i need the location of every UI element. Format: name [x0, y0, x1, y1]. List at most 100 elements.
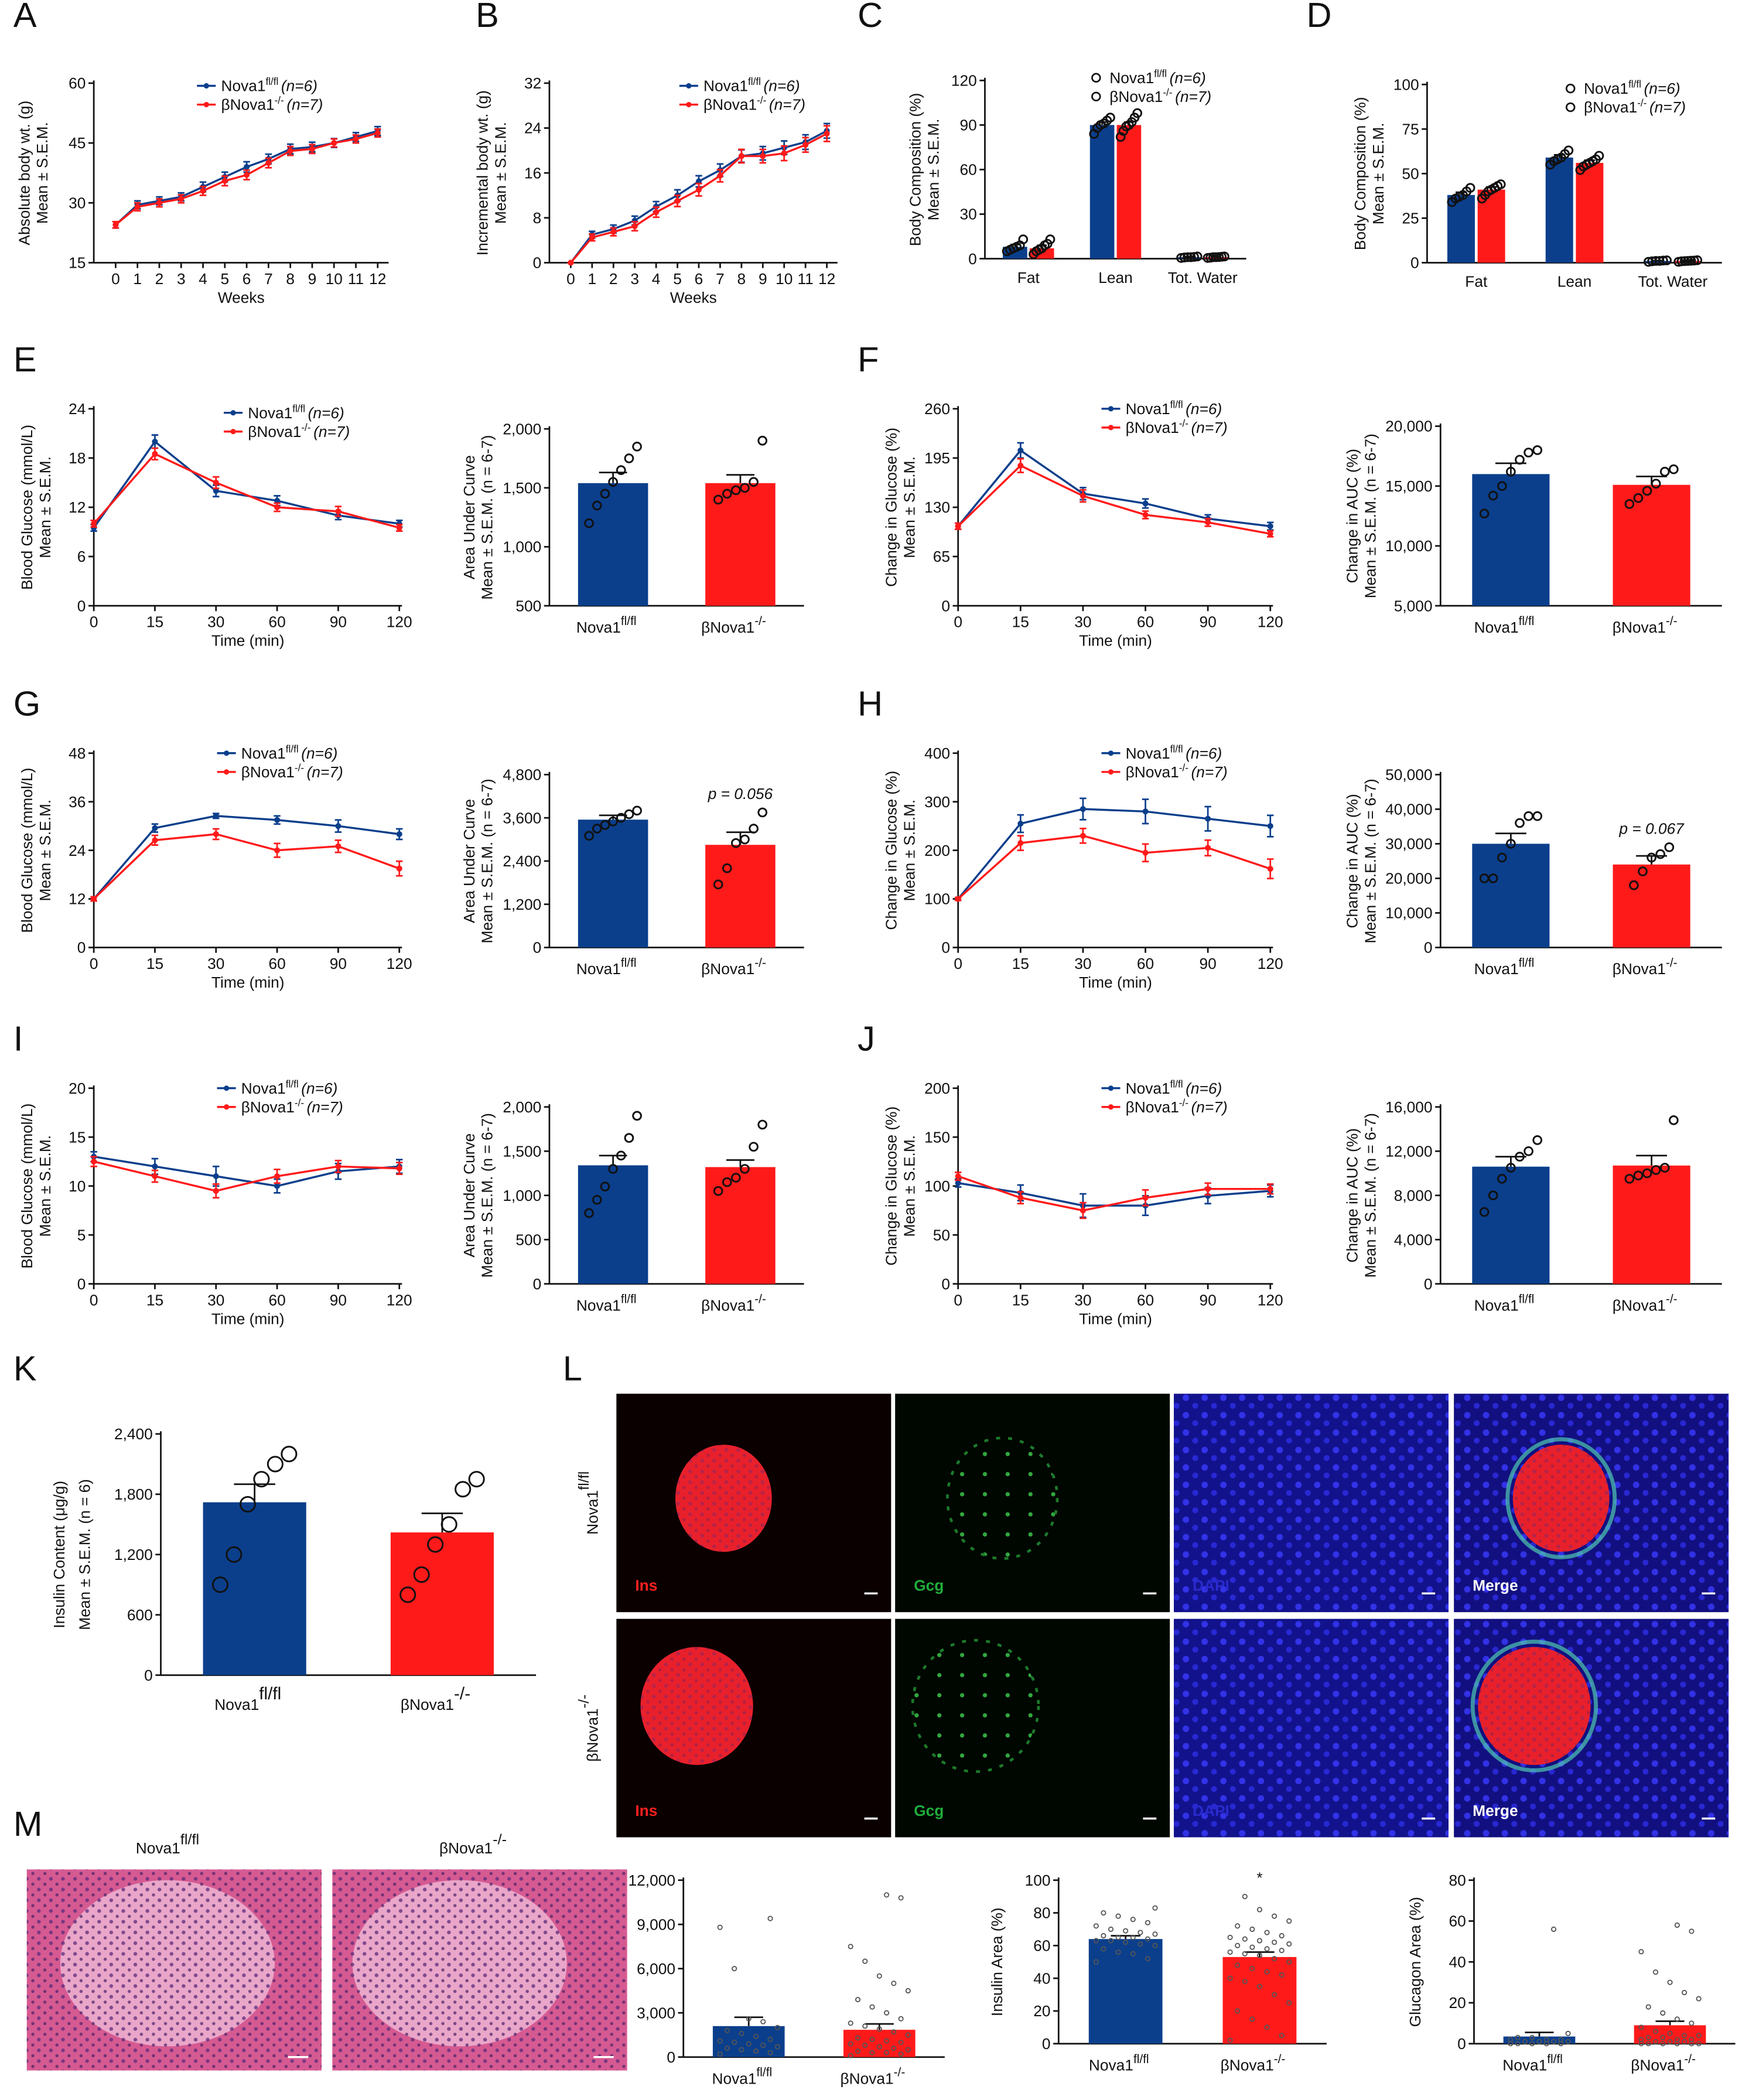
x-tick-label-sup: fl/fl — [259, 1684, 281, 1703]
y-tick-label: 80 — [1033, 1904, 1050, 1922]
x-tick-label-sup: -/- — [1666, 614, 1678, 628]
legend-swatch — [230, 429, 236, 435]
data-point — [891, 1981, 897, 1986]
data-point — [353, 136, 359, 142]
data-point — [1529, 2041, 1535, 2047]
legend-label-sup: fl/fl — [1628, 79, 1641, 90]
data-point — [1497, 481, 1507, 491]
data-point — [1696, 2041, 1702, 2047]
y-tick-label: 50 — [933, 1226, 950, 1244]
data-point — [244, 172, 250, 178]
y-tick-label: 0 — [1410, 254, 1419, 272]
channel-label: Ins — [635, 1802, 657, 1819]
data-point — [1249, 1944, 1255, 1950]
data-point — [781, 150, 787, 156]
x-tick-label: 15 — [146, 955, 163, 972]
x-tick-label: 15 — [146, 1291, 163, 1309]
data-point — [1256, 1952, 1263, 1958]
bar — [705, 1167, 776, 1284]
y-tick-label: 24 — [69, 400, 86, 418]
data-point — [1532, 445, 1543, 455]
legend-label-sup: fl/fl — [1170, 1078, 1183, 1090]
bar — [1088, 1939, 1163, 2044]
data-point — [757, 1119, 768, 1130]
data-point — [244, 163, 250, 170]
data-point — [1242, 1894, 1248, 1900]
y-tick-label: 4,000 — [1394, 1231, 1433, 1248]
y-tick-label: 5 — [77, 1226, 86, 1244]
x-tick-label: Lean — [1098, 269, 1133, 286]
data-point — [1080, 493, 1086, 499]
data-point — [1279, 2033, 1285, 2038]
legend-label: Nova1fl/fl (n=6) — [241, 743, 338, 762]
data-point — [869, 2036, 875, 2043]
bar — [843, 2030, 916, 2057]
data-point — [1017, 1194, 1024, 1201]
data-point — [152, 837, 158, 844]
legend-label-n: (n=6) — [301, 1080, 337, 1097]
error-bar — [1655, 2020, 1685, 2026]
x-tick-label: 6 — [695, 270, 703, 288]
data-point — [1594, 151, 1604, 161]
data-point — [600, 1182, 610, 1191]
y-tick-label: 60 — [959, 161, 976, 179]
data-point — [1205, 815, 1211, 822]
bar — [390, 1532, 494, 1675]
legend-label-sup: -/- — [1179, 418, 1188, 429]
legend-label-sup: fl/fl — [265, 76, 278, 87]
data-point — [1235, 2008, 1241, 2014]
y-axis-label: Mean ± S.E.M. — [492, 122, 510, 224]
y-tick-label: 1,500 — [503, 1142, 541, 1160]
data-point — [213, 831, 219, 838]
data-point — [1536, 2038, 1542, 2044]
legend-label: Nova1fl/fl (n=6) — [1584, 79, 1680, 98]
x-tick-label-sup: fl/fl — [757, 2066, 773, 2079]
panel-letter: A — [13, 0, 37, 35]
data-point — [213, 812, 219, 819]
y-tick-label: 12 — [69, 890, 86, 908]
data-point — [1272, 1939, 1278, 1945]
legend-label-n: (n=7) — [1649, 98, 1686, 116]
data-point — [848, 2053, 853, 2058]
data-point — [335, 843, 341, 849]
x-tick-label: βNova1-/- — [1631, 2053, 1696, 2074]
data-point — [274, 847, 281, 853]
data-point — [717, 2051, 723, 2057]
data-point — [1667, 1979, 1673, 1985]
y-tick-label: 45 — [69, 134, 86, 152]
data-point — [589, 234, 595, 241]
x-tick-label: 11 — [348, 270, 364, 288]
data-point — [584, 1208, 594, 1218]
x-tick-label-sup: fl/fl — [1519, 614, 1535, 628]
legend-label-base: Nova1 — [1126, 1080, 1170, 1097]
x-tick-label-base: βNova1 — [401, 1696, 454, 1713]
y-tick-label: 100 — [924, 890, 950, 908]
data-point — [211, 1576, 229, 1593]
panel-letter: G — [13, 684, 40, 723]
y-tick-label: 0 — [1424, 1275, 1433, 1293]
data-point — [1145, 1920, 1150, 1925]
legend-label-n: (n=6) — [763, 77, 800, 95]
data-point — [1227, 1975, 1233, 1981]
data-point — [1256, 1938, 1263, 1944]
data-point — [767, 2050, 773, 2055]
y-tick-label: 300 — [924, 793, 950, 811]
y-tick-label: 100 — [924, 1177, 950, 1195]
data-point — [1279, 1933, 1285, 1939]
y-tick-label: 150 — [924, 1128, 950, 1146]
data-point — [1696, 2033, 1702, 2038]
legend-label-sup: -/- — [301, 422, 310, 433]
y-axis-label: Mean ± S.E.M. — [900, 456, 918, 558]
y-axis-label: Body Composition (%) — [907, 93, 924, 247]
data-point — [1267, 1186, 1273, 1192]
x-tick-label: Nova1fl/fl — [576, 956, 637, 978]
data-point — [862, 2023, 868, 2029]
legend-label: Nova1fl/fl (n=6) — [248, 403, 344, 422]
x-tick-label: 0 — [90, 1291, 98, 1309]
legend-label-n: (n=6) — [1186, 1080, 1222, 1097]
data-point — [1543, 2037, 1549, 2043]
legend-label-n: (n=7) — [1191, 419, 1228, 436]
nuclei — [1174, 1618, 1449, 1838]
x-tick-label-sup: -/- — [754, 956, 766, 969]
legend-label: βNova1-/- (n=7) — [221, 95, 323, 114]
